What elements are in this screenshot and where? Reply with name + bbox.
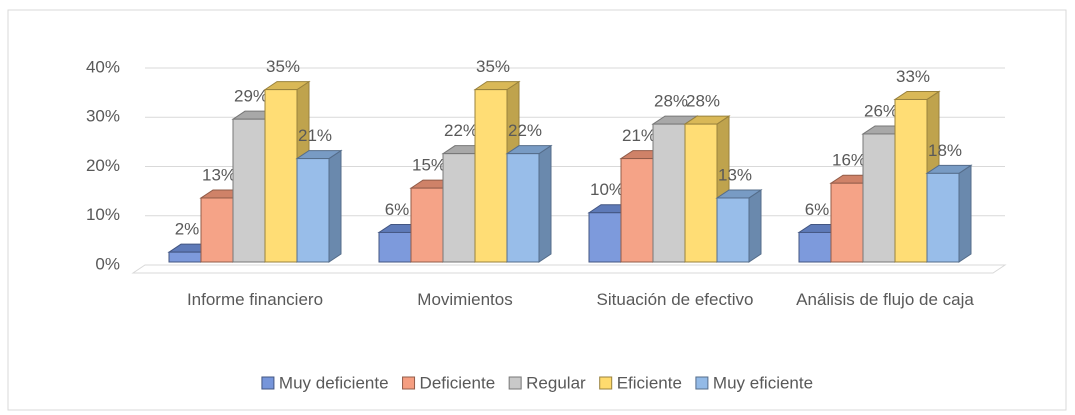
legend-swatch [508, 376, 522, 390]
bar-front [168, 251, 202, 263]
bar-front [716, 197, 750, 263]
data-label: 29% [234, 87, 268, 106]
bar-front [200, 197, 234, 263]
x-tick-label: Análisis de flujo de caja [796, 290, 974, 309]
data-label: 22% [508, 121, 542, 140]
legend-swatch [599, 376, 613, 390]
bar-front [798, 231, 832, 263]
y-tick-label: 30% [86, 107, 120, 126]
bar-front [684, 123, 718, 263]
legend-swatch [261, 376, 275, 390]
bar-front [474, 89, 508, 263]
data-label: 26% [864, 101, 898, 120]
data-label: 33% [896, 67, 930, 86]
legend-label: Regular [526, 373, 586, 392]
x-tick-label: Movimientos [417, 290, 513, 309]
bar-front [232, 118, 266, 263]
legend: Muy deficiente Deficiente Regular Eficiente… [261, 373, 813, 392]
legend-swatch [695, 376, 709, 390]
data-label: 18% [928, 141, 962, 160]
y-tick-label: 20% [86, 156, 120, 175]
data-label: 6% [805, 200, 830, 219]
bar-front [442, 153, 476, 263]
bar-side [958, 164, 972, 263]
bar-front [926, 172, 960, 263]
data-label: 35% [266, 57, 300, 76]
x-tick-label: Situación de efectivo [596, 290, 754, 309]
bar-front [830, 182, 864, 263]
y-tick-label: 40% [86, 57, 120, 76]
x-tick-label: Informe financiero [186, 290, 324, 309]
bar [715, 189, 763, 263]
legend-label: Eficiente [617, 373, 682, 392]
data-label: 16% [832, 151, 866, 170]
legend-label: Deficiente [420, 373, 496, 392]
y-tick-label: 10% [86, 205, 120, 224]
legend-label: Muy eficiente [713, 373, 813, 392]
bar-side [538, 144, 552, 263]
bar-front [264, 89, 298, 263]
bar [925, 164, 973, 263]
bar-front [588, 212, 622, 263]
bar-front [296, 158, 330, 263]
data-label: 15% [412, 156, 446, 175]
data-label: 22% [444, 121, 478, 140]
bar-side [328, 149, 342, 263]
bar-front [506, 153, 540, 263]
data-label: 2% [175, 220, 200, 239]
bar-front [652, 123, 686, 263]
data-label: 21% [298, 126, 332, 145]
legend-swatch [402, 376, 416, 390]
data-label: 6% [385, 200, 410, 219]
bar-front [410, 187, 444, 263]
data-label: 21% [622, 126, 656, 145]
y-tick-label: 0% [95, 254, 120, 273]
data-label: 35% [476, 57, 510, 76]
data-label: 10% [590, 180, 624, 199]
legend-label: Muy deficiente [279, 373, 389, 392]
bar-front [620, 158, 654, 263]
data-label: 28% [654, 92, 688, 111]
bar-front [378, 231, 412, 263]
bar-front [894, 98, 928, 263]
data-label: 13% [202, 165, 236, 184]
data-label: 13% [718, 165, 752, 184]
bar [505, 144, 553, 263]
floor [131, 264, 1007, 274]
bar [295, 149, 343, 263]
bar-side [748, 189, 762, 263]
data-label: 28% [686, 92, 720, 111]
bar-front [862, 133, 896, 263]
